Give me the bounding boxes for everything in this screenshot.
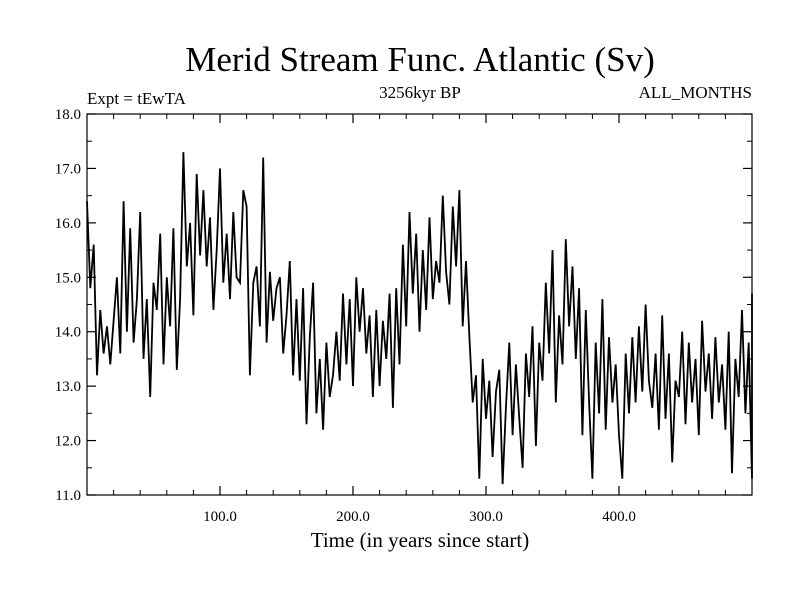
x-tick-label: 100.0 [203,509,237,525]
experiment-label: Expt = tEwTA [87,89,187,108]
x-tick-label: 300.0 [469,509,503,525]
y-tick-label: 14.0 [55,325,81,341]
y-tick-label: 15.0 [55,270,81,286]
series-group [86,152,753,485]
y-tick-label: 18.0 [55,107,81,123]
axis-ticks [87,113,752,496]
axis-tick-labels: 11.0 12.0 13.0 14.0 15.0 16.0 17.0 18.0 100.0 200… [55,107,636,525]
chart-title: Merid Stream Func. Atlantic (Sv) [185,40,655,79]
y-tick-label: 13.0 [55,379,81,395]
plot-frame [86,113,753,496]
series-line [86,152,753,485]
y-tick-label: 17.0 [55,161,81,177]
y-tick-label: 16.0 [55,216,81,232]
months-label: ALL_MONTHS [639,83,752,102]
x-tick-label: 400.0 [602,509,636,525]
y-tick-label: 11.0 [55,488,81,504]
x-axis-label: Time (in years since start) [311,528,530,552]
period-label: 3256kyr BP [379,83,461,102]
x-tick-label: 200.0 [336,509,370,525]
y-tick-label: 12.0 [55,434,81,450]
